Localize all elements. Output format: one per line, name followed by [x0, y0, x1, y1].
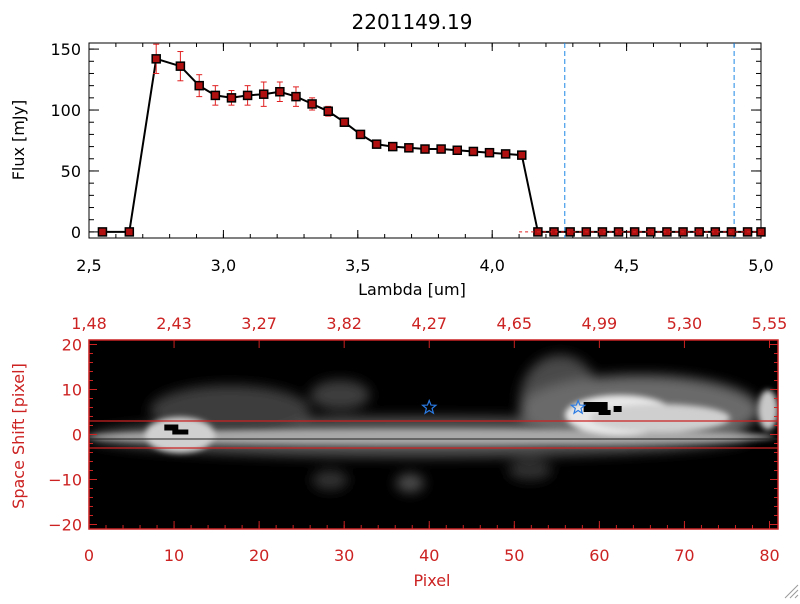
source-blob: [172, 429, 189, 435]
data-point: [339, 117, 350, 127]
bottom-top-tick-label: 4,27: [411, 314, 447, 333]
data-point: [452, 145, 463, 155]
data-point: [124, 227, 135, 237]
data-point: [436, 144, 446, 154]
data-point: [307, 99, 317, 109]
top-x-tick-label: 4,0: [479, 256, 504, 275]
top-x-axis-label: Lambda [um]: [358, 280, 466, 299]
top-x-tick-label: 4,5: [614, 256, 639, 275]
bottom-y-tick-label: −10: [48, 471, 82, 490]
chart-title: 2201149.19: [352, 10, 473, 34]
bottom-y-axis-label: Space Shift [pixel]: [9, 363, 28, 509]
source-blob: [613, 406, 622, 412]
flux-spectrum-chart: 2201149.19 2,5 3,0 3,5 4,0 4,5 5,0 0 50 100 150 L…: [9, 10, 774, 299]
data-point: [291, 91, 301, 102]
data-point: [323, 106, 333, 116]
data-point: [226, 93, 237, 103]
bottom-top-tick-label: 4,99: [582, 314, 618, 333]
top-x-tick-label: 3,5: [345, 256, 370, 275]
top-y-tick-label: 50: [61, 162, 81, 181]
data-point: [210, 90, 221, 101]
bottom-x-tick-label: 70: [674, 546, 694, 565]
bottom-x-tick-label: 40: [419, 546, 439, 565]
bottom-top-tick-label: 3,82: [326, 314, 362, 333]
data-point: [151, 54, 161, 64]
bottom-top-tick-label: 4,65: [496, 314, 532, 333]
bottom-x-tick-label: 0: [84, 546, 94, 565]
resize-grip-icon[interactable]: [784, 584, 799, 599]
data-point: [258, 89, 269, 99]
bottom-top-tick-label: 5,55: [752, 314, 788, 333]
data-point: [517, 150, 527, 160]
data-point: [175, 61, 186, 71]
data-point: [500, 149, 511, 159]
bottom-x-tick-label: 10: [164, 546, 184, 565]
source-blob: [164, 424, 179, 431]
bottom-x-tick-label: 30: [334, 546, 354, 565]
data-point: [275, 87, 285, 97]
bottom-top-tick-label: 2,43: [156, 314, 192, 333]
bottom-top-tick-label: 1,48: [71, 314, 107, 333]
spectrum-image-heatmap: 0 10 20 30 40 50 60 70 80 1,48 2,43 3,27 3,82 4,27 4,6…: [9, 314, 787, 590]
star-marker-icon: [569, 398, 587, 415]
star-marker-icon: [420, 398, 438, 415]
bottom-x-tick-label: 60: [589, 546, 609, 565]
data-point: [468, 146, 479, 157]
bottom-x-tick-label: 50: [504, 546, 524, 565]
bottom-y-tick-label: −20: [48, 516, 82, 535]
data-point: [404, 143, 414, 153]
source-blob: [583, 402, 608, 412]
source-blob: [598, 410, 611, 415]
top-x-tick-label: 3,0: [211, 256, 236, 275]
bottom-y-tick-label: 20: [62, 336, 82, 355]
top-y-axis-label: Flux [mJy]: [9, 100, 28, 181]
data-point: [371, 139, 382, 149]
top-plot-frame: [88, 42, 762, 239]
data-point: [484, 147, 495, 158]
heatmap-image: [89, 340, 778, 529]
top-y-tick-label: 0: [71, 223, 81, 242]
bottom-y-tick-label: 0: [72, 426, 82, 445]
top-x-tick-label: 2,5: [76, 256, 101, 275]
top-y-tick-label: 100: [50, 101, 81, 120]
bottom-x-axis-label: Pixel: [413, 571, 450, 590]
bottom-top-tick-label: 3,27: [241, 314, 277, 333]
top-x-tick-label: 5,0: [748, 256, 773, 275]
data-point: [355, 129, 366, 140]
data-point: [387, 141, 398, 152]
bottom-y-tick-label: 10: [62, 381, 82, 400]
bottom-x-tick-label: 80: [759, 546, 779, 565]
top-y-tick-label: 150: [50, 40, 81, 59]
data-point: [242, 90, 253, 101]
data-point: [97, 227, 108, 237]
data-point: [194, 80, 204, 91]
bottom-top-tick-label: 5,30: [667, 314, 703, 333]
bottom-x-tick-label: 20: [249, 546, 269, 565]
data-point: [420, 144, 430, 154]
